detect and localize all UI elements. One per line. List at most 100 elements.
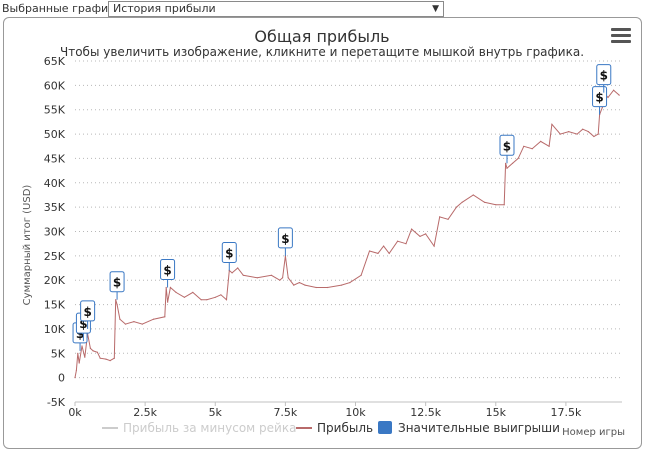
dollar-flag-icon	[221, 241, 237, 263]
x-axis-label: Номер игры	[562, 427, 625, 438]
dollar-flag-icon	[499, 134, 515, 156]
x-tick-label: 10k	[345, 406, 366, 419]
dollar-flag-icon	[109, 271, 125, 293]
profit-point	[383, 245, 385, 247]
profit-point	[175, 291, 177, 293]
profit-point	[242, 274, 244, 276]
chart-selector-value: История прибыли	[113, 2, 216, 15]
legend-item-rake[interactable]: Прибыль за минусом рейка	[102, 421, 296, 435]
profit-point	[78, 362, 80, 364]
x-tick-label: 5k	[209, 406, 223, 419]
profit-point	[548, 145, 550, 147]
triangle-down-icon[interactable]: ▼	[432, 4, 439, 14]
big-win-marker[interactable]: $	[277, 227, 293, 256]
x-axis-ticks: 0k 2.5k 5k 7.5k 10k 12.5k 15k 17.5k	[68, 402, 582, 419]
profit-point	[368, 250, 371, 252]
chart-subtitle: Чтобы увеличить изображение, кликните и …	[60, 45, 584, 59]
profit-point	[89, 347, 91, 349]
profit-point	[206, 299, 208, 301]
y-tick-label: 5K	[51, 347, 66, 360]
profit-point	[582, 128, 584, 130]
profit-point	[141, 323, 143, 325]
legend-item-big-wins[interactable]: Значительные выигрыши	[378, 421, 560, 435]
profit-point	[613, 89, 615, 91]
big-win-marker[interactable]: $	[596, 64, 612, 93]
legend-item-profit[interactable]: Прибыль	[296, 421, 373, 435]
big-win-marker-label: $	[79, 317, 87, 331]
profit-point	[531, 148, 533, 150]
y-axis-label: Суммарный итог (USD)	[22, 185, 33, 306]
big-win-marker[interactable]: $	[80, 300, 96, 329]
profit-point	[506, 167, 508, 169]
profit-point	[505, 162, 507, 164]
profit-point	[105, 358, 107, 360]
profit-point	[270, 274, 272, 276]
series-line-profit[interactable]	[74, 89, 620, 378]
y-tick-label: 20K	[44, 274, 66, 287]
big-win-markers: $$$$$$$$$$	[72, 64, 612, 351]
profit-point	[618, 94, 620, 96]
profit-point	[483, 201, 486, 203]
profit-point	[411, 228, 413, 230]
big-win-marker-label: $	[281, 232, 289, 246]
profit-point	[99, 357, 101, 359]
profit-point	[81, 345, 83, 347]
big-win-marker[interactable]: $	[499, 134, 515, 164]
chart-container[interactable]	[3, 17, 642, 449]
legend-big-wins-label: Значительные выигрыши	[398, 421, 560, 435]
chart-selector-dropdown[interactable]: История прибыли ▼	[108, 1, 444, 17]
gridlines	[75, 60, 622, 379]
big-win-marker-label: $	[163, 264, 171, 278]
big-win-marker-label: $	[225, 246, 233, 260]
profit-point	[231, 272, 233, 274]
profit-point	[439, 216, 441, 218]
profit-point	[433, 245, 435, 247]
big-win-marker[interactable]: $	[592, 86, 608, 115]
y-tick-label: 35K	[44, 201, 66, 214]
legend-big-wins-swatch	[378, 421, 392, 434]
profit-point	[115, 299, 117, 301]
y-tick-label: 65K	[44, 55, 66, 68]
y-tick-label: 25K	[44, 250, 66, 263]
big-win-marker-label: $	[83, 305, 91, 319]
x-tick-label: 17.5k	[550, 406, 581, 419]
x-tick-label: 15k	[486, 406, 507, 419]
profit-point	[92, 350, 94, 352]
profit-point	[192, 291, 194, 293]
profit-point	[169, 286, 171, 289]
profit-point	[279, 279, 281, 281]
profit-point	[119, 318, 121, 320]
x-tick-label: 2.5k	[133, 406, 157, 419]
profit-point	[220, 294, 222, 296]
big-win-marker[interactable]: $	[221, 241, 237, 271]
y-tick-label: 45K	[44, 152, 66, 165]
y-tick-label: 55K	[44, 104, 66, 117]
profit-point	[349, 282, 351, 284]
y-tick-label: 50K	[44, 128, 66, 141]
profit-point	[315, 286, 317, 289]
profit-point	[540, 140, 542, 142]
profit-point	[282, 277, 284, 279]
profit-point	[237, 267, 239, 269]
hamburger-menu-icon[interactable]	[611, 28, 631, 46]
profit-point	[256, 277, 258, 279]
profit-point	[77, 352, 79, 354]
y-tick-label: 40K	[44, 177, 66, 190]
profit-point	[152, 318, 155, 320]
profit-point	[425, 233, 427, 235]
y-tick-label: 15K	[44, 299, 66, 312]
big-win-marker[interactable]: $	[160, 259, 176, 288]
chart-selector-label: Выбранные графики:	[2, 2, 126, 15]
y-tick-label: -5K	[47, 396, 66, 409]
big-win-marker[interactable]: $	[109, 271, 125, 300]
profit-point	[326, 286, 329, 289]
profit-point	[593, 135, 595, 138]
profit-point	[304, 284, 306, 286]
big-win-marker-label: $	[113, 276, 121, 290]
profit-point	[397, 240, 399, 242]
profit-point	[113, 357, 115, 359]
profit-point	[200, 299, 202, 301]
profit-point	[419, 235, 421, 237]
profit-point	[116, 304, 118, 306]
